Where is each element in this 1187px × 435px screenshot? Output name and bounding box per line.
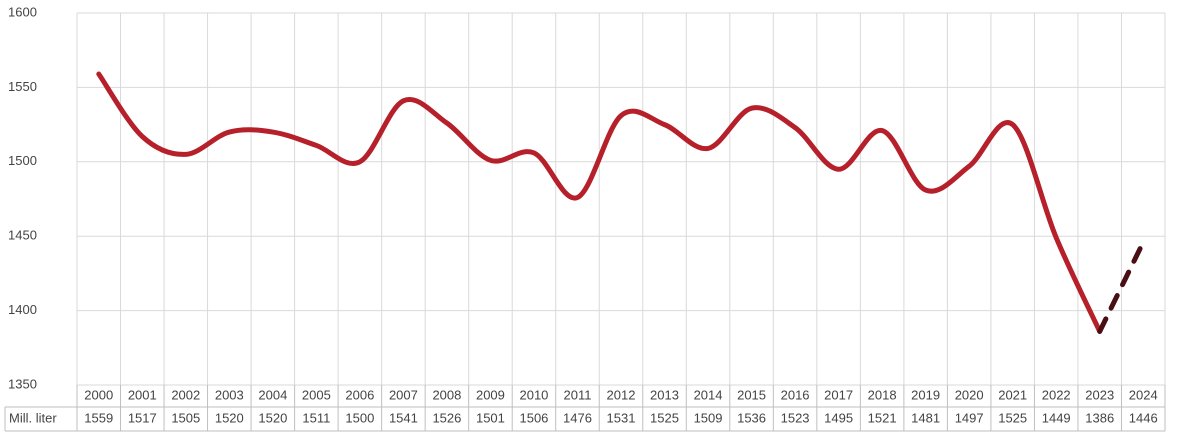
table-value: 1495 <box>824 410 853 425</box>
table-value: 1523 <box>781 410 810 425</box>
line-series <box>96 71 1103 334</box>
table-row-label: Mill. liter <box>9 410 57 425</box>
y-tick-label: 1450 <box>8 228 37 243</box>
table-value: 1536 <box>737 410 766 425</box>
x-tick-label: 2006 <box>345 387 374 402</box>
x-tick-label: 2010 <box>519 387 548 402</box>
table-value: 1525 <box>998 410 1027 425</box>
table-value: 1500 <box>345 410 374 425</box>
x-tick-label: 2023 <box>1085 387 1114 402</box>
x-tick-label: 2017 <box>824 387 853 402</box>
table-value: 1386 <box>1085 410 1114 425</box>
table-value: 1497 <box>955 410 984 425</box>
x-tick-label: 2015 <box>737 387 766 402</box>
table-value: 1526 <box>432 410 461 425</box>
table-value: 1541 <box>389 410 418 425</box>
table-value: 1506 <box>519 410 548 425</box>
x-tick-label: 2013 <box>650 387 679 402</box>
table-value: 1481 <box>911 410 940 425</box>
table-value: 1511 <box>302 410 330 425</box>
table-value: 1520 <box>258 410 287 425</box>
table-value: 1520 <box>215 410 244 425</box>
x-tick-label: 2020 <box>955 387 984 402</box>
y-tick-label: 1600 <box>8 4 37 19</box>
table-value: 1449 <box>1042 410 1071 425</box>
y-tick-label: 1350 <box>8 376 37 391</box>
x-tick-label: 2018 <box>868 387 897 402</box>
x-tick-label: 2009 <box>476 387 505 402</box>
x-tick-label: 2008 <box>432 387 461 402</box>
x-tick-label: 2005 <box>302 387 331 402</box>
x-tick-label: 2000 <box>84 387 113 402</box>
x-tick-label: 2016 <box>781 387 810 402</box>
x-tick-label: 2019 <box>911 387 940 402</box>
x-tick-label: 2011 <box>563 387 591 402</box>
table-value: 1509 <box>694 410 723 425</box>
x-tick-label: 2003 <box>215 387 244 402</box>
table-value: 1531 <box>607 410 636 425</box>
x-tick-label: 2004 <box>258 387 287 402</box>
y-tick-label: 1400 <box>8 302 37 317</box>
table-value: 1521 <box>868 410 897 425</box>
table-value: 1525 <box>650 410 679 425</box>
x-tick-label: 2024 <box>1129 387 1158 402</box>
table-value: 1446 <box>1129 410 1158 425</box>
table-value: 1559 <box>84 410 113 425</box>
x-tick-label: 2001 <box>128 387 157 402</box>
y-tick-label: 1550 <box>8 79 37 94</box>
line-series <box>1097 239 1146 334</box>
x-tick-label: 2014 <box>694 387 723 402</box>
table-value: 1517 <box>128 410 157 425</box>
x-tick-label: 2002 <box>171 387 200 402</box>
table-value: 1505 <box>171 410 200 425</box>
table-value: 1476 <box>563 410 592 425</box>
x-tick-label: 2012 <box>607 387 636 402</box>
x-tick-label: 2022 <box>1042 387 1071 402</box>
y-tick-label: 1500 <box>8 153 37 168</box>
x-tick-label: 2007 <box>389 387 418 402</box>
x-tick-label: 2021 <box>998 387 1027 402</box>
table-value: 1501 <box>476 410 505 425</box>
